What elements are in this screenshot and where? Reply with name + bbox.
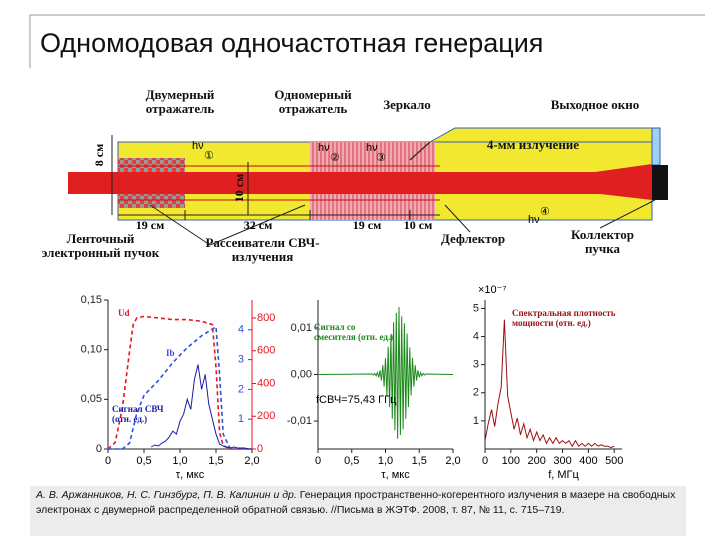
diagram-label: Дефлектор — [440, 231, 506, 246]
y-tick-label: 0 — [96, 443, 102, 455]
diagram-label: Выходное окно — [550, 97, 640, 112]
y-tick-label: 0 — [257, 443, 263, 455]
diagram-label: 4-мм излучение — [486, 137, 580, 152]
slide-title: Одномодовая одночастотная генерация — [40, 28, 544, 58]
series-line — [108, 325, 252, 450]
x-tick-label: 300 — [553, 455, 571, 467]
x-tick-label: 1,0 — [172, 455, 187, 467]
series-line — [484, 319, 615, 449]
diagram-label: Ленточный электронный пучок — [41, 231, 160, 260]
marker-hv: hν — [366, 142, 378, 154]
dimension: 8 см — [92, 144, 106, 167]
y-tick-label: 0,10 — [81, 344, 102, 356]
y-tick-label: 800 — [257, 312, 275, 324]
y-tick-label: 1 — [238, 413, 244, 425]
marker-number: ④ — [540, 206, 550, 218]
series-label: Спектральная плотность мощности (отн. ед… — [512, 308, 616, 328]
x-tick-label: 0 — [482, 455, 488, 467]
y-tick-label: 0,01 — [291, 322, 312, 334]
y-tick-label: 3 — [473, 359, 479, 371]
series-line — [317, 306, 454, 439]
citation-text: Генерация пространственно-когерентного и… — [36, 489, 676, 516]
diagram-label: Зеркало — [383, 97, 431, 112]
x-tick-label: 2,0 — [244, 455, 259, 467]
x-tick-label: 1,5 — [412, 455, 427, 467]
dimension: 19 см — [136, 218, 165, 232]
dimension: 19 см — [353, 218, 382, 232]
annotation: ×10⁻⁷ — [478, 284, 506, 296]
y-tick-label: 200 — [257, 410, 275, 422]
y-tick-label: 2 — [238, 383, 244, 395]
y-tick-label: 2 — [473, 387, 479, 399]
y-tick-label: 0,00 — [291, 368, 312, 380]
x-tick-label: 0 — [315, 455, 321, 467]
citation: А. В. Аржанников, Н. С. Гинзбург, П. В. … — [30, 486, 686, 536]
x-axis-label: f, МГц — [548, 469, 579, 481]
marker-number: ① — [204, 150, 214, 162]
x-tick-label: 0,5 — [344, 455, 359, 467]
y-tick-label: 0,05 — [81, 393, 102, 405]
x-tick-label: 0,5 — [136, 455, 151, 467]
series-label: Ud — [118, 308, 130, 318]
x-axis-label: τ, мкс — [381, 469, 410, 481]
marker-number: ② — [330, 152, 340, 164]
y-tick-label: 600 — [257, 345, 275, 357]
y-tick-label: 4 — [473, 330, 479, 342]
x-tick-label: 200 — [528, 455, 546, 467]
x-tick-label: 100 — [502, 455, 520, 467]
citation-authors: А. В. Аржанников, Н. С. Гинзбург, П. В. … — [36, 489, 297, 501]
y-tick-label: 5 — [473, 302, 479, 314]
marker-hv: hν — [528, 214, 540, 226]
marker-hv: hν — [318, 142, 330, 154]
diagram-label: Двумерный отражатель — [145, 87, 215, 116]
x-tick-label: 1,5 — [208, 455, 223, 467]
y-tick-label: -0,01 — [287, 415, 312, 427]
x-tick-label: 2,0 — [445, 455, 460, 467]
y-tick-label: 3 — [238, 354, 244, 366]
series-line — [150, 364, 252, 450]
marker-number: ③ — [376, 152, 386, 164]
x-tick-label: 0 — [105, 455, 111, 467]
x-axis-label: τ, мкс — [176, 469, 205, 481]
y-tick-label: 4 — [238, 324, 244, 336]
diagram-label: Рассеиватели СВЧ-излучения — [205, 235, 320, 264]
y-tick-label: 0,15 — [81, 294, 102, 306]
y-tick-label: 1 — [473, 415, 479, 427]
x-tick-label: 500 — [605, 455, 623, 467]
dimension: 10 см — [404, 218, 433, 232]
x-tick-label: 400 — [579, 455, 597, 467]
marker-hv: hν — [192, 140, 204, 152]
series-line — [107, 315, 252, 450]
series-label: Сигнал СВЧ (отн. ед.) — [112, 404, 164, 424]
annotation: fСВЧ=75,43 ГГц — [316, 394, 397, 406]
y-tick-label: 400 — [257, 377, 275, 389]
series-label: Сигнал со смесителя (отн. ед.) — [314, 322, 394, 342]
dimension: 10 см — [232, 174, 246, 203]
diagram-label: Одномерный отражатель — [274, 87, 352, 116]
series-label: Ib — [166, 348, 175, 358]
diagram-label: Коллектор пучка — [571, 227, 634, 256]
x-tick-label: 1,0 — [378, 455, 393, 467]
dimension: 32 см — [244, 218, 273, 232]
